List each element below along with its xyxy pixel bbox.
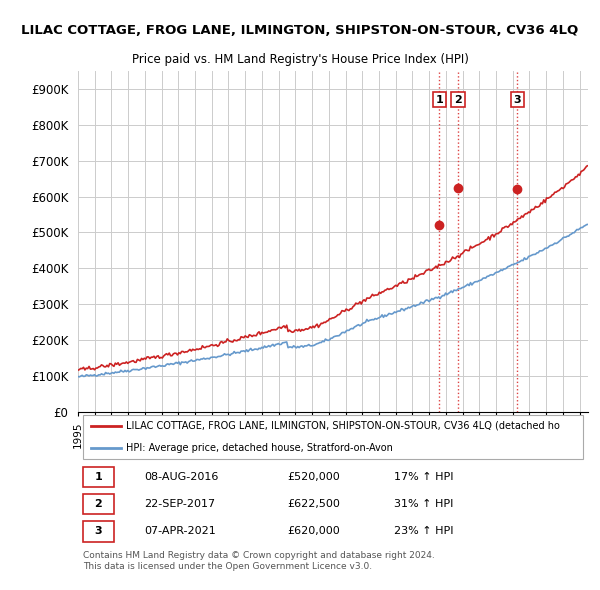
Text: LILAC COTTAGE, FROG LANE, ILMINGTON, SHIPSTON-ON-STOUR, CV36 4LQ (detached ho: LILAC COTTAGE, FROG LANE, ILMINGTON, SHI…	[127, 421, 560, 431]
FancyBboxPatch shape	[83, 467, 114, 487]
Text: 2: 2	[454, 94, 462, 104]
Text: Price paid vs. HM Land Registry's House Price Index (HPI): Price paid vs. HM Land Registry's House …	[131, 53, 469, 66]
Text: 22-SEP-2017: 22-SEP-2017	[145, 499, 215, 509]
Text: £622,500: £622,500	[287, 499, 340, 509]
Text: 31% ↑ HPI: 31% ↑ HPI	[394, 499, 454, 509]
FancyBboxPatch shape	[83, 415, 583, 459]
Text: 3: 3	[514, 94, 521, 104]
Text: 08-AUG-2016: 08-AUG-2016	[145, 472, 218, 482]
Text: 17% ↑ HPI: 17% ↑ HPI	[394, 472, 454, 482]
Text: 1: 1	[95, 472, 102, 482]
Text: LILAC COTTAGE, FROG LANE, ILMINGTON, SHIPSTON-ON-STOUR, CV36 4LQ: LILAC COTTAGE, FROG LANE, ILMINGTON, SHI…	[22, 24, 578, 37]
Text: £520,000: £520,000	[287, 472, 340, 482]
Text: £620,000: £620,000	[287, 526, 340, 536]
Text: 23% ↑ HPI: 23% ↑ HPI	[394, 526, 454, 536]
Text: Contains HM Land Registry data © Crown copyright and database right 2024.
This d: Contains HM Land Registry data © Crown c…	[83, 552, 435, 571]
FancyBboxPatch shape	[83, 521, 114, 542]
FancyBboxPatch shape	[83, 494, 114, 514]
Text: 1: 1	[436, 94, 443, 104]
Text: HPI: Average price, detached house, Stratford-on-Avon: HPI: Average price, detached house, Stra…	[127, 442, 394, 453]
Text: 3: 3	[95, 526, 102, 536]
Text: 07-APR-2021: 07-APR-2021	[145, 526, 216, 536]
Text: 2: 2	[95, 499, 102, 509]
